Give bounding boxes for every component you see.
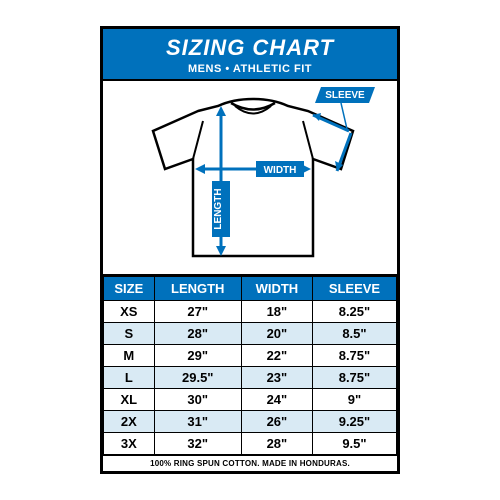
chart-title: SIZING CHART — [107, 35, 393, 61]
table-body: XS27"18"8.25"S28"20"8.5"M29"22"8.75"L29.… — [104, 301, 397, 455]
sizing-chart-card: SIZING CHART MENS • ATHLETIC FIT SLEEVE — [100, 26, 400, 474]
cell: 24" — [241, 389, 312, 411]
col-length: LENGTH — [154, 277, 241, 301]
cell: 28" — [154, 323, 241, 345]
table-row: 3X32"28"9.5" — [104, 433, 397, 455]
cell: 8.75" — [312, 345, 396, 367]
cell: 31" — [154, 411, 241, 433]
cell: M — [104, 345, 155, 367]
cell: 29" — [154, 345, 241, 367]
table-row: XS27"18"8.25" — [104, 301, 397, 323]
cell: 9" — [312, 389, 396, 411]
chart-subtitle: MENS • ATHLETIC FIT — [107, 63, 393, 75]
cell: 30" — [154, 389, 241, 411]
cell: 26" — [241, 411, 312, 433]
footer-text: 100% RING SPUN COTTON. MADE IN HONDURAS. — [103, 455, 397, 471]
cell: 18" — [241, 301, 312, 323]
col-size: SIZE — [104, 277, 155, 301]
cell: 2X — [104, 411, 155, 433]
cell: 28" — [241, 433, 312, 455]
cell: XL — [104, 389, 155, 411]
table-row: 2X31"26"9.25" — [104, 411, 397, 433]
cell: 8.75" — [312, 367, 396, 389]
tshirt-diagram: SLEEVE WIDTH LENGTH — [103, 81, 397, 276]
cell: 27" — [154, 301, 241, 323]
length-label: LENGTH — [213, 188, 224, 229]
chart-header: SIZING CHART MENS • ATHLETIC FIT — [103, 29, 397, 81]
cell: 20" — [241, 323, 312, 345]
width-label: WIDTH — [264, 165, 297, 176]
table-row: S28"20"8.5" — [104, 323, 397, 345]
table-row: XL30"24"9" — [104, 389, 397, 411]
table-row: M29"22"8.75" — [104, 345, 397, 367]
col-width: WIDTH — [241, 277, 312, 301]
cell: 8.25" — [312, 301, 396, 323]
cell: L — [104, 367, 155, 389]
cell: 22" — [241, 345, 312, 367]
cell: 8.5" — [312, 323, 396, 345]
cell: 29.5" — [154, 367, 241, 389]
table-row: L29.5"23"8.75" — [104, 367, 397, 389]
size-table: SIZELENGTHWIDTHSLEEVE XS27"18"8.25"S28"2… — [103, 276, 397, 455]
cell: 9.5" — [312, 433, 396, 455]
table-header-row: SIZELENGTHWIDTHSLEEVE — [104, 277, 397, 301]
sleeve-label: SLEEVE — [325, 90, 365, 101]
cell: S — [104, 323, 155, 345]
cell: 3X — [104, 433, 155, 455]
cell: 32" — [154, 433, 241, 455]
cell: XS — [104, 301, 155, 323]
cell: 9.25" — [312, 411, 396, 433]
cell: 23" — [241, 367, 312, 389]
col-sleeve: SLEEVE — [312, 277, 396, 301]
